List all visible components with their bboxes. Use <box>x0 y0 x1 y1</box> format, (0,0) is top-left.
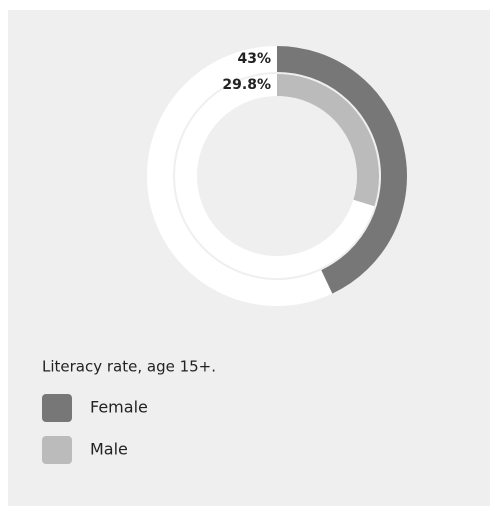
ring-arc <box>276 74 379 207</box>
legend-swatch <box>42 436 72 464</box>
chart-title: Literacy rate, age 15+. <box>42 358 216 376</box>
value-label: 29.8% <box>222 77 271 93</box>
ring-arc <box>276 46 407 294</box>
legend-label: Female <box>90 398 148 417</box>
legend-swatch <box>42 394 72 422</box>
legend-label: Male <box>90 440 128 459</box>
value-label: 43% <box>237 51 271 67</box>
